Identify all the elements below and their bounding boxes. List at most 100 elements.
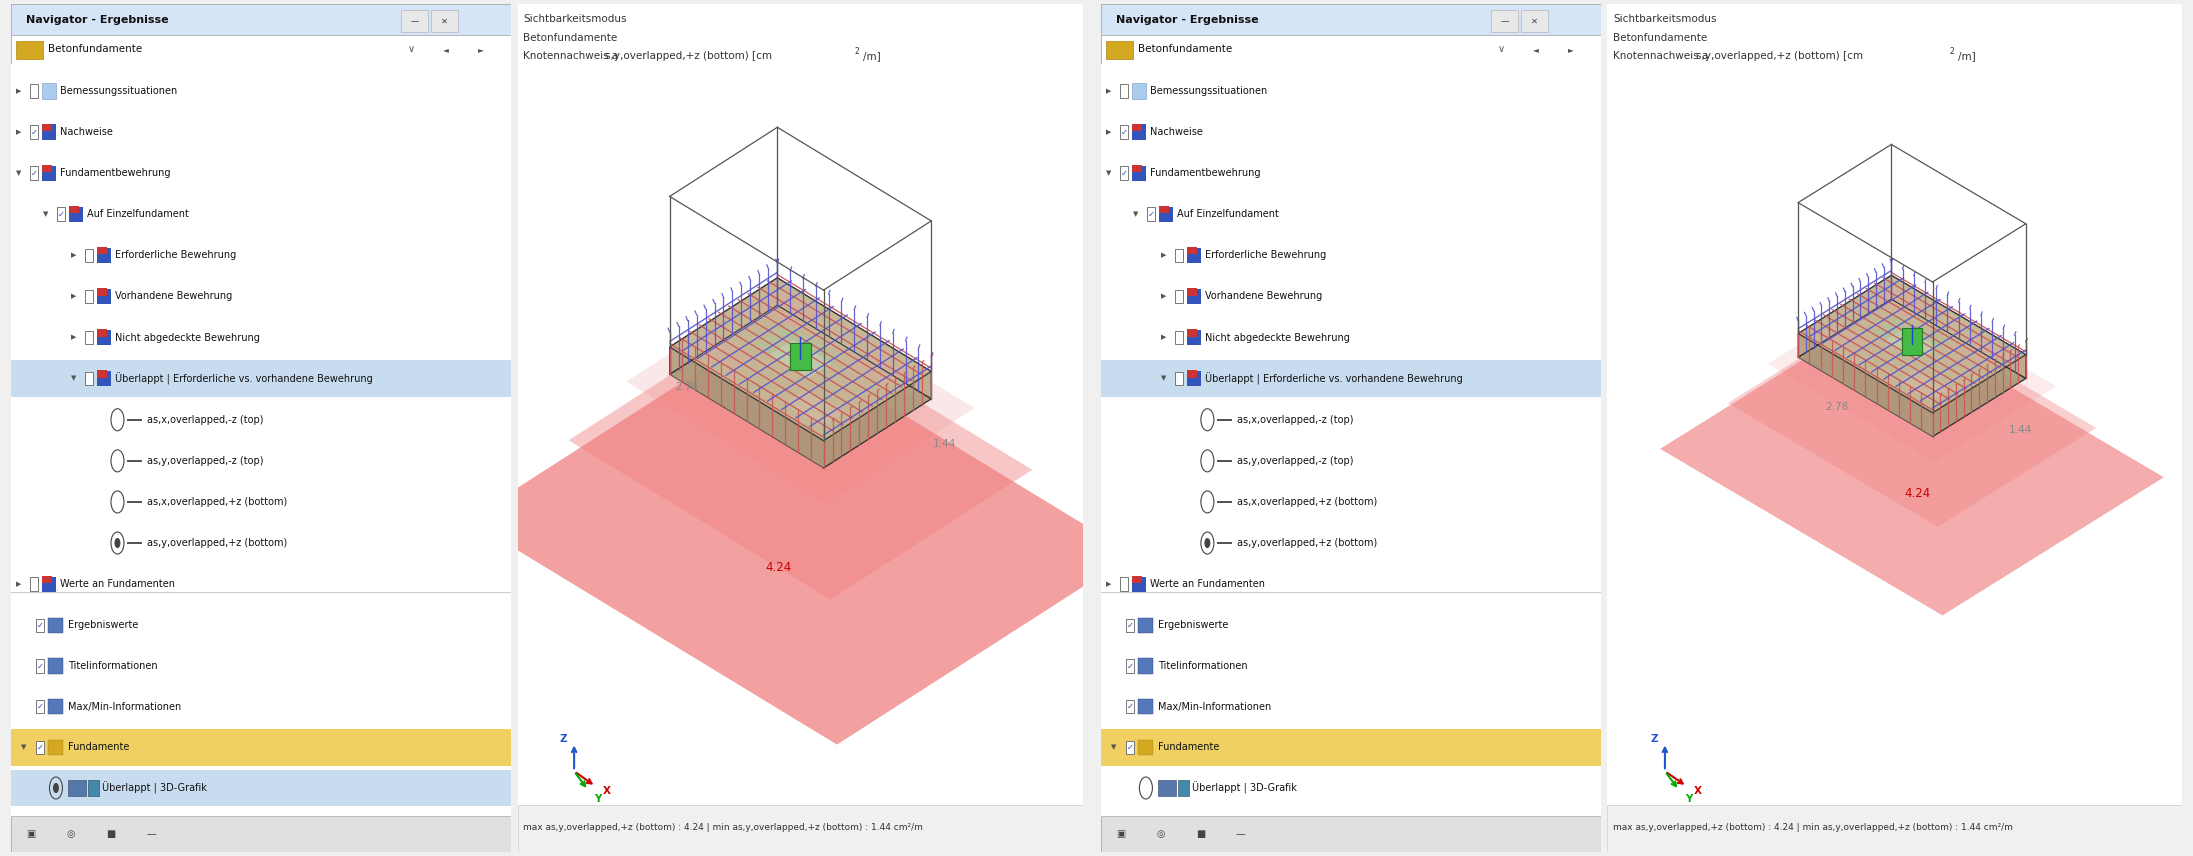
Text: Ergebniswerte: Ergebniswerte [68,621,138,630]
Bar [1175,330,1182,344]
Polygon shape [1890,276,2026,378]
Bar [1101,729,1601,765]
Bar [57,207,66,221]
Text: Betonfundamente: Betonfundamente [1614,33,1708,43]
Polygon shape [757,291,818,330]
Bar [86,372,92,385]
Text: Überlappt | 3D-Grafik: Überlappt | 3D-Grafik [1193,782,1298,794]
Bar [1101,597,1601,817]
Text: Auf Einzelfundament: Auf Einzelfundament [1178,209,1279,219]
Bar [96,288,112,304]
Bar [1138,618,1154,633]
Bar [96,329,107,336]
Bar [1186,247,1202,263]
Bar [789,342,811,371]
Text: Knotennachweis a: Knotennachweis a [1614,51,1708,61]
Bar [48,618,64,633]
Text: ▶: ▶ [1160,335,1167,341]
Text: ▶: ▶ [70,253,77,259]
Text: ▣: ▣ [26,829,35,839]
Text: ∨: ∨ [1498,45,1504,54]
Text: 4.24: 4.24 [765,562,792,574]
Bar [1125,659,1134,673]
Polygon shape [1954,334,2007,366]
Text: X: X [1693,786,1702,796]
Text: Nicht abgedeckte Bewehrung: Nicht abgedeckte Bewehrung [114,332,259,342]
Text: Erforderliche Bewehrung: Erforderliche Bewehrung [114,250,237,260]
Text: Fundamente: Fundamente [1158,742,1219,752]
Bar [31,577,37,591]
Bar [96,370,107,377]
Polygon shape [754,324,842,377]
Bar [1125,700,1134,713]
Bar [15,41,44,59]
Text: ✓: ✓ [1147,210,1156,219]
Text: ∨: ∨ [408,45,414,54]
Bar [1132,123,1143,131]
Bar [1901,328,1923,355]
Text: Navigator - Ergebnisse: Navigator - Ergebnisse [1116,15,1259,25]
Text: Titelinformationen: Titelinformationen [68,661,158,671]
Bar [42,123,53,131]
Bar [1138,699,1154,714]
Text: Werte an Fundamenten: Werte an Fundamenten [1149,580,1265,589]
Bar [86,248,92,262]
Bar [1160,206,1173,222]
Bar [11,4,511,35]
Text: Erforderliche Bewehrung: Erforderliche Bewehrung [1204,250,1327,260]
Bar [1105,41,1134,59]
Bar [1101,35,1601,63]
Text: Y: Y [1684,794,1693,804]
Text: Vorhandene Bewehrung: Vorhandene Bewehrung [114,291,232,301]
Text: Navigator - Ergebnisse: Navigator - Ergebnisse [26,15,169,25]
Bar [42,165,57,181]
Bar [11,63,511,691]
Text: 2.78: 2.78 [1825,402,1849,413]
Text: Überlappt | Erforderliche vs. vorhandene Bewehrung: Überlappt | Erforderliche vs. vorhandene… [114,372,373,385]
Text: ✓: ✓ [1127,621,1134,630]
Text: ✓: ✓ [37,621,44,630]
Text: 4.24: 4.24 [1906,487,1932,500]
Bar [1121,84,1127,98]
Text: ■: ■ [105,829,116,839]
Bar [1186,288,1197,295]
Text: ✓: ✓ [37,702,44,711]
Text: ▣: ▣ [1116,829,1125,839]
Text: 1.44: 1.44 [934,438,956,449]
Bar [1138,740,1154,755]
Text: as,x,overlapped,-z (top): as,x,overlapped,-z (top) [1237,415,1353,425]
Text: as,y,overlapped,-z (top): as,y,overlapped,-z (top) [1237,456,1353,466]
Bar [1101,4,1601,35]
Bar [1132,83,1147,98]
Text: Ergebniswerte: Ergebniswerte [1158,621,1228,630]
Polygon shape [691,333,752,372]
Polygon shape [1816,321,1871,354]
Text: —: — [410,17,419,26]
Text: Fundamente: Fundamente [68,742,129,752]
Polygon shape [1798,276,1890,357]
Bar [48,740,64,755]
Text: ✓: ✓ [1127,662,1134,670]
Bar [70,205,79,213]
Bar [1125,619,1134,632]
Text: s,y,overlapped,+z (bottom) [cm: s,y,overlapped,+z (bottom) [cm [1695,51,1862,61]
Bar [1132,576,1147,591]
Bar [1175,372,1182,385]
Bar [1178,781,1189,795]
Text: ►: ► [478,45,485,54]
Bar [1132,124,1147,140]
Bar [1186,329,1197,336]
Text: ✓: ✓ [1127,743,1134,752]
Bar [1125,740,1134,754]
Bar [11,35,511,63]
Text: ◎: ◎ [66,829,75,839]
Text: max as,y,overlapped,+z (bottom) : 4.24 | min as,y,overlapped,+z (bottom) : 1.44 : max as,y,overlapped,+z (bottom) : 4.24 |… [524,823,923,833]
Bar [86,330,92,344]
Bar [96,288,107,295]
Bar [11,816,511,852]
Bar [1175,289,1182,303]
Text: Max/Min-Informationen: Max/Min-Informationen [1158,702,1272,711]
Text: Nicht abgedeckte Bewehrung: Nicht abgedeckte Bewehrung [1204,332,1349,342]
Text: as,y,overlapped,+z (bottom): as,y,overlapped,+z (bottom) [147,538,287,548]
Text: ▶: ▶ [1105,88,1112,94]
